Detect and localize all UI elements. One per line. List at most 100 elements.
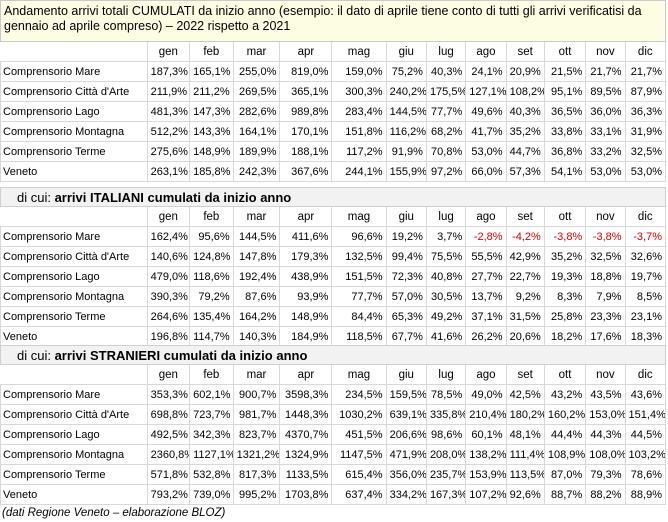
value-cell: 77,7% (425, 101, 467, 122)
value-cell: 140,6% (146, 246, 191, 267)
value-cell: 196,8% (146, 326, 191, 347)
value-cell: 40,3% (505, 101, 545, 122)
value-cell: 32,5% (624, 141, 667, 162)
value-cell: 353,3% (146, 384, 191, 405)
value-cell: 26,2% (465, 326, 507, 347)
value-cell: 31,5% (505, 306, 545, 327)
value-cell: 148,9% (279, 306, 333, 327)
value-cell: 179,3% (279, 246, 333, 267)
value-cell: 60,1% (465, 424, 507, 445)
value-cell: 244,1% (331, 161, 387, 182)
value-cell: 54,1% (543, 161, 587, 182)
value-cell: 185,8% (189, 161, 234, 182)
month-header: giu (385, 42, 427, 62)
value-cell: 211,9% (146, 81, 191, 102)
value-cell: 481,3% (146, 101, 191, 122)
month-header: mag (331, 207, 387, 227)
month-header: mag (331, 365, 387, 385)
value-cell: 159,5% (385, 384, 427, 405)
value-cell: 91,9% (385, 141, 427, 162)
value-cell: 995,2% (232, 484, 281, 505)
table-row: Comprensorio Terme 275,6% 148,9% 189,9% 188,… (0, 141, 667, 162)
value-cell: 43,5% (585, 384, 626, 405)
table-row: Comprensorio Mare 162,4% 95,6% 144,5% 411,6%… (0, 226, 667, 247)
row-label: Comprensorio Lago (0, 266, 148, 287)
value-cell: 41,6% (425, 326, 467, 347)
value-cell: 44,3% (585, 424, 626, 445)
value-cell: 255,0% (232, 61, 281, 82)
value-cell: 92,6% (505, 484, 545, 505)
value-cell: 21,7% (624, 61, 667, 82)
month-header: lug (425, 42, 467, 62)
value-cell: 571,8% (146, 464, 191, 485)
value-cell: 390,3% (146, 286, 191, 307)
value-cell: 116,2% (385, 121, 427, 142)
value-cell: 165,1% (189, 61, 234, 82)
value-cell: 151,8% (331, 121, 387, 142)
value-cell: 20,9% (505, 61, 545, 82)
value-cell: 107,2% (465, 484, 507, 505)
row-label: Comprensorio Montagna (0, 286, 148, 307)
value-cell: 22,7% (505, 266, 545, 287)
value-cell: 31,9% (624, 121, 667, 142)
value-cell: 8,5% (624, 286, 667, 307)
value-cell: 49,2% (425, 306, 467, 327)
month-header: apr (279, 42, 333, 62)
month-header: ago (465, 207, 507, 227)
value-cell: 793,2% (146, 484, 191, 505)
value-cell: 53,0% (585, 161, 626, 182)
table-row: Comprensorio Mare 353,3% 602,1% 900,7% 3598,… (0, 384, 667, 405)
value-cell: 97,2% (425, 161, 467, 182)
value-cell: 300,3% (331, 81, 387, 102)
section-prefix: di cui: (17, 348, 55, 363)
value-cell: 18,2% (543, 326, 587, 347)
header-blank-cell (0, 365, 148, 385)
month-header: gen (146, 207, 191, 227)
value-cell: 99,4% (385, 246, 427, 267)
table-totali: gen feb mar apr mag giu lug ago set ott nov dic Comp… (0, 42, 667, 182)
table-row: Comprensorio Lago 479,0% 118,6% 192,4% 438,9… (0, 266, 667, 287)
value-cell: 1703,8% (279, 484, 333, 505)
value-cell: -3,7% (624, 226, 667, 247)
value-cell: 57,0% (385, 286, 427, 307)
value-cell: 36,5% (543, 101, 587, 122)
value-cell: 53,0% (624, 161, 667, 182)
table-row: Comprensorio Mare 187,3% 165,1% 255,0% 819,0… (0, 61, 667, 82)
value-cell: 23,3% (585, 306, 626, 327)
value-cell: 70,8% (425, 141, 467, 162)
row-label: Comprensorio Mare (0, 61, 148, 82)
header-row: gen feb mar apr mag giu lug ago set ott nov dic (0, 42, 667, 62)
value-cell: 111,4% (505, 444, 545, 465)
table-row: Comprensorio Lago 481,3% 147,3% 282,6% 989,8… (0, 101, 667, 122)
value-cell: 144,5% (232, 226, 281, 247)
value-cell: 79,2% (189, 286, 234, 307)
value-cell: 95,1% (543, 81, 587, 102)
value-cell: 170,1% (279, 121, 333, 142)
month-header: ago (465, 42, 507, 62)
value-cell: 153,9% (465, 464, 507, 485)
row-label: Comprensorio Terme (0, 306, 148, 327)
value-cell: 132,5% (331, 246, 387, 267)
value-cell: 79,3% (585, 464, 626, 485)
table-row: Comprensorio Lago 492,5% 342,3% 823,7% 4370,… (0, 424, 667, 445)
value-cell: 89,5% (585, 81, 626, 102)
value-cell: 37,1% (465, 306, 507, 327)
value-cell: 41,7% (465, 121, 507, 142)
section-title: arrivi STRANIERI cumulati da inizio anno (54, 348, 308, 363)
value-cell: 147,8% (232, 246, 281, 267)
month-header: set (505, 207, 545, 227)
month-header: ott (543, 207, 587, 227)
value-cell: 9,2% (505, 286, 545, 307)
value-cell: 334,2% (385, 484, 427, 505)
value-cell: 151,4% (624, 404, 667, 425)
value-cell: 75,2% (385, 61, 427, 82)
value-cell: 367,6% (279, 161, 333, 182)
value-cell: 153,0% (585, 404, 626, 425)
value-cell: 32,5% (585, 246, 626, 267)
value-cell: 2360,8% (146, 444, 191, 465)
row-label: Comprensorio Terme (0, 464, 148, 485)
value-cell: 33,8% (543, 121, 587, 142)
value-cell: 21,5% (543, 61, 587, 82)
value-cell: 162,4% (146, 226, 191, 247)
